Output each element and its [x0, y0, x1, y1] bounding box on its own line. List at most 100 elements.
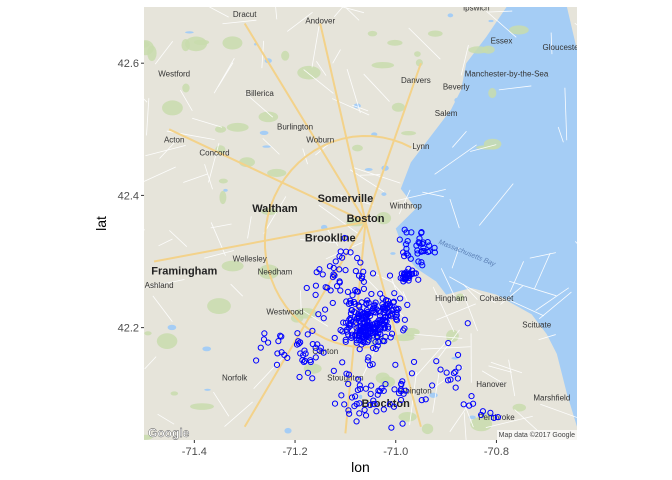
data-point	[429, 382, 436, 389]
road	[415, 340, 448, 377]
x-tick-label: -71.4	[182, 446, 207, 458]
place-label: Hingham	[435, 294, 467, 303]
data-point	[419, 262, 426, 269]
lake	[488, 100, 493, 104]
data-point	[341, 401, 348, 408]
data-point	[369, 329, 376, 337]
road	[352, 166, 401, 184]
road	[437, 329, 460, 360]
road	[316, 61, 327, 76]
city-label: Brookline	[305, 233, 356, 245]
place-label: Essex	[491, 36, 513, 45]
data-point	[309, 327, 316, 334]
road	[346, 68, 361, 114]
data-point	[253, 357, 260, 364]
road	[434, 144, 477, 175]
place-label: Woburn	[306, 136, 334, 145]
data-point	[358, 315, 365, 323]
road	[144, 356, 157, 370]
lake	[473, 222, 482, 227]
data-point	[299, 357, 306, 364]
park-area	[181, 38, 190, 52]
data-point	[443, 369, 450, 376]
road	[422, 191, 444, 198]
data-point	[376, 388, 384, 395]
road	[144, 98, 148, 103]
data-point	[392, 361, 399, 368]
road	[508, 359, 516, 397]
data-point	[454, 375, 462, 382]
road	[327, 229, 339, 247]
data-point	[326, 263, 334, 270]
road	[506, 298, 545, 317]
road	[398, 189, 411, 215]
data-point	[277, 332, 284, 339]
data-point	[381, 324, 389, 331]
place-label: Burlington	[277, 122, 313, 131]
place-label: Marshfield	[533, 393, 570, 402]
data-point	[329, 273, 337, 281]
data-point	[391, 386, 398, 393]
data-point	[345, 371, 353, 378]
data-point	[374, 342, 381, 349]
data-point	[368, 382, 375, 389]
road	[363, 73, 390, 102]
data-point	[352, 393, 359, 400]
data-point	[386, 272, 394, 279]
data-point	[353, 339, 360, 346]
park-area	[162, 100, 183, 116]
data-point	[418, 229, 425, 236]
data-point	[445, 339, 452, 347]
map-panel: Dracut Andover Ipswich Essex Gloucester Westf…	[144, 7, 577, 440]
lake	[223, 188, 228, 192]
data-point	[371, 324, 379, 331]
data-point	[300, 358, 308, 366]
data-point	[342, 336, 349, 343]
road	[538, 334, 556, 341]
road	[144, 229, 145, 231]
data-point	[265, 339, 272, 346]
data-point	[313, 269, 320, 276]
data-point	[382, 296, 390, 304]
road	[557, 126, 564, 143]
road	[488, 365, 513, 373]
park-area	[297, 65, 321, 80]
data-point	[275, 338, 282, 345]
road	[478, 183, 514, 226]
park-area	[144, 434, 153, 440]
y-tick-label: 42.2	[118, 323, 139, 335]
data-point	[341, 234, 348, 242]
road	[538, 291, 572, 320]
data-point	[374, 333, 381, 341]
data-point	[274, 350, 281, 357]
data-point	[368, 290, 375, 298]
data-point	[376, 309, 384, 316]
road	[360, 174, 380, 176]
data-point	[358, 299, 365, 306]
road	[247, 216, 252, 239]
map-attribution: Map data ©2017 Google	[499, 431, 575, 439]
data-point	[356, 400, 363, 407]
park-area	[218, 178, 228, 184]
data-point	[433, 358, 440, 365]
data-point	[331, 272, 338, 279]
data-point	[466, 402, 473, 409]
data-point	[261, 330, 268, 337]
data-point	[348, 307, 355, 314]
data-point	[400, 327, 407, 334]
data-point	[380, 406, 387, 413]
road	[333, 7, 344, 18]
road	[490, 361, 523, 374]
data-point	[418, 397, 425, 404]
road	[390, 276, 400, 300]
y-axis-title: lat	[93, 216, 109, 231]
park-area	[398, 412, 417, 422]
road	[498, 85, 532, 91]
data-point	[295, 338, 302, 345]
road	[534, 252, 551, 289]
data-point	[397, 295, 404, 302]
road	[432, 286, 455, 333]
road	[204, 164, 213, 190]
road	[224, 401, 253, 427]
road	[432, 371, 440, 413]
